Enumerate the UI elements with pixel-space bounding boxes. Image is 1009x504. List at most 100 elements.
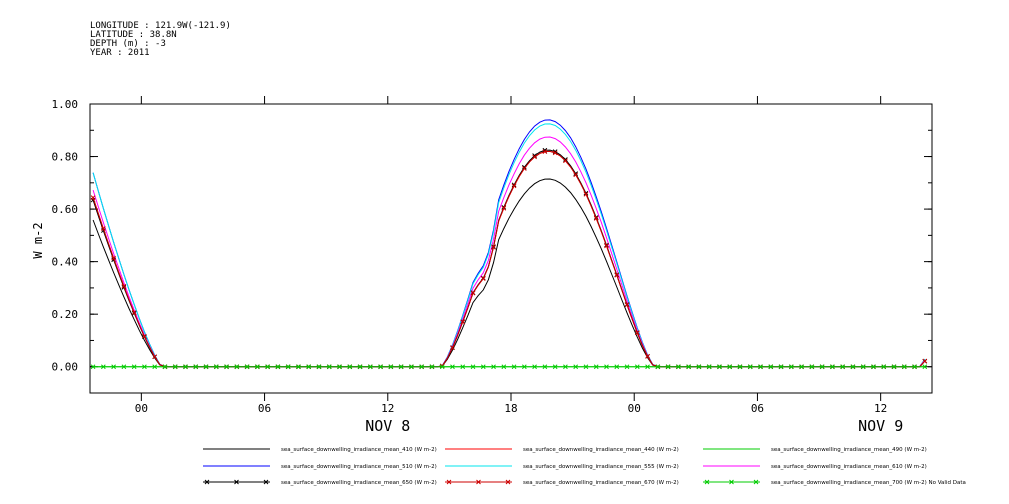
series-marker [367, 364, 373, 370]
legend-label: sea_surface_downwelling_irradiance_mean_… [281, 447, 437, 453]
series-marker [439, 364, 445, 370]
series-marker [655, 364, 661, 370]
series-marker [532, 154, 537, 160]
series-marker [604, 243, 609, 249]
series-marker [788, 364, 794, 370]
axis-ticks: 0.00 0.20 0.40 0.60 0.80 1.00 W m-2 00 06 12 18 00 0… [31, 96, 932, 435]
series-marker [326, 364, 332, 370]
series-marker [542, 149, 548, 154]
series-line [92, 119, 926, 368]
series-marker [799, 364, 804, 370]
legend-marker [234, 479, 239, 485]
series-marker [439, 363, 445, 369]
series-marker [634, 330, 640, 336]
legend-label: sea_surface_downwelling_irradiance_mean_… [523, 464, 679, 470]
legend-marker [505, 479, 511, 485]
legend-marker [729, 479, 734, 485]
series-marker [830, 364, 835, 370]
series-marker [573, 364, 579, 370]
series-marker [552, 150, 558, 156]
series-marker [203, 364, 209, 370]
series-marker [419, 364, 425, 370]
series-marker [172, 364, 178, 370]
series-marker [901, 364, 907, 370]
series-marker [357, 364, 363, 370]
series-marker [388, 364, 394, 370]
y-tick-label: 0.60 [52, 203, 79, 216]
series-marker [860, 364, 866, 370]
series-marker [563, 364, 568, 370]
series-marker [573, 172, 579, 178]
series-lines [90, 119, 928, 370]
series-marker [871, 364, 876, 370]
series-marker [511, 364, 517, 370]
series-marker [142, 364, 147, 370]
series-marker [224, 364, 229, 370]
series-marker [737, 364, 743, 370]
legend-marker [476, 479, 481, 485]
series-marker [183, 364, 188, 370]
x-tick-label: 06 [258, 402, 271, 415]
x-tick-label: 00 [135, 402, 148, 415]
series-marker [819, 364, 825, 370]
series-marker [624, 302, 630, 308]
series-line [92, 150, 926, 368]
series-marker [706, 364, 712, 370]
series-marker [213, 364, 219, 370]
y-tick-label: 0.80 [52, 151, 79, 164]
series-marker [470, 290, 476, 296]
x-date-label: NOV 8 [365, 417, 410, 435]
series-line [92, 149, 926, 368]
series-marker [111, 255, 116, 261]
series-marker [634, 364, 640, 370]
series-marker [162, 364, 168, 370]
legend-marker [204, 479, 210, 485]
series-marker [717, 364, 722, 370]
y-axis-label: W m-2 [31, 222, 45, 258]
series-marker [491, 245, 496, 250]
series-marker [491, 364, 496, 370]
series-marker [809, 364, 815, 370]
series-marker [624, 364, 630, 370]
series-marker [552, 364, 558, 370]
series-marker [152, 364, 158, 370]
series-marker [111, 364, 116, 370]
header-latitude: LATITUDE : 38.8N [90, 30, 177, 40]
series-line [92, 150, 926, 368]
legend-marker [263, 479, 269, 485]
series-marker [532, 364, 537, 370]
series-marker [470, 364, 476, 370]
series-marker [142, 333, 147, 339]
series-marker [521, 166, 527, 171]
series-marker [881, 364, 887, 370]
x-tick-label: 06 [751, 402, 764, 415]
series-marker [840, 364, 846, 370]
legend-label: sea_surface_downwelling_irradiance_mean_… [771, 480, 966, 486]
series-marker [696, 364, 702, 370]
y-tick-label: 1.00 [52, 98, 79, 111]
y-tick-label: 0.00 [52, 361, 79, 374]
series-marker [727, 364, 733, 370]
y-tick-label: 0.40 [52, 256, 79, 269]
y-tick-label: 0.20 [52, 308, 79, 321]
legend: sea_surface_downwelling_irradiance_mean_… [203, 447, 966, 486]
series-marker [542, 364, 548, 370]
series-marker [747, 364, 753, 370]
series-line [92, 178, 926, 368]
series-marker [429, 364, 435, 370]
series-marker [593, 216, 599, 221]
series-marker [347, 364, 353, 370]
legend-label: sea_surface_downwelling_irradiance_mean_… [281, 464, 437, 470]
x-tick-label: 12 [381, 402, 394, 415]
x-tick-label: 18 [504, 402, 517, 415]
series-marker [501, 364, 507, 370]
legend-marker [446, 479, 452, 485]
legend-label: sea_surface_downwelling_irradiance_mean_… [771, 447, 927, 453]
series-marker [409, 364, 414, 370]
series-marker [398, 364, 404, 370]
series-line [92, 123, 926, 368]
series-marker [450, 345, 455, 351]
series-marker [285, 364, 291, 370]
series-marker [450, 364, 455, 370]
